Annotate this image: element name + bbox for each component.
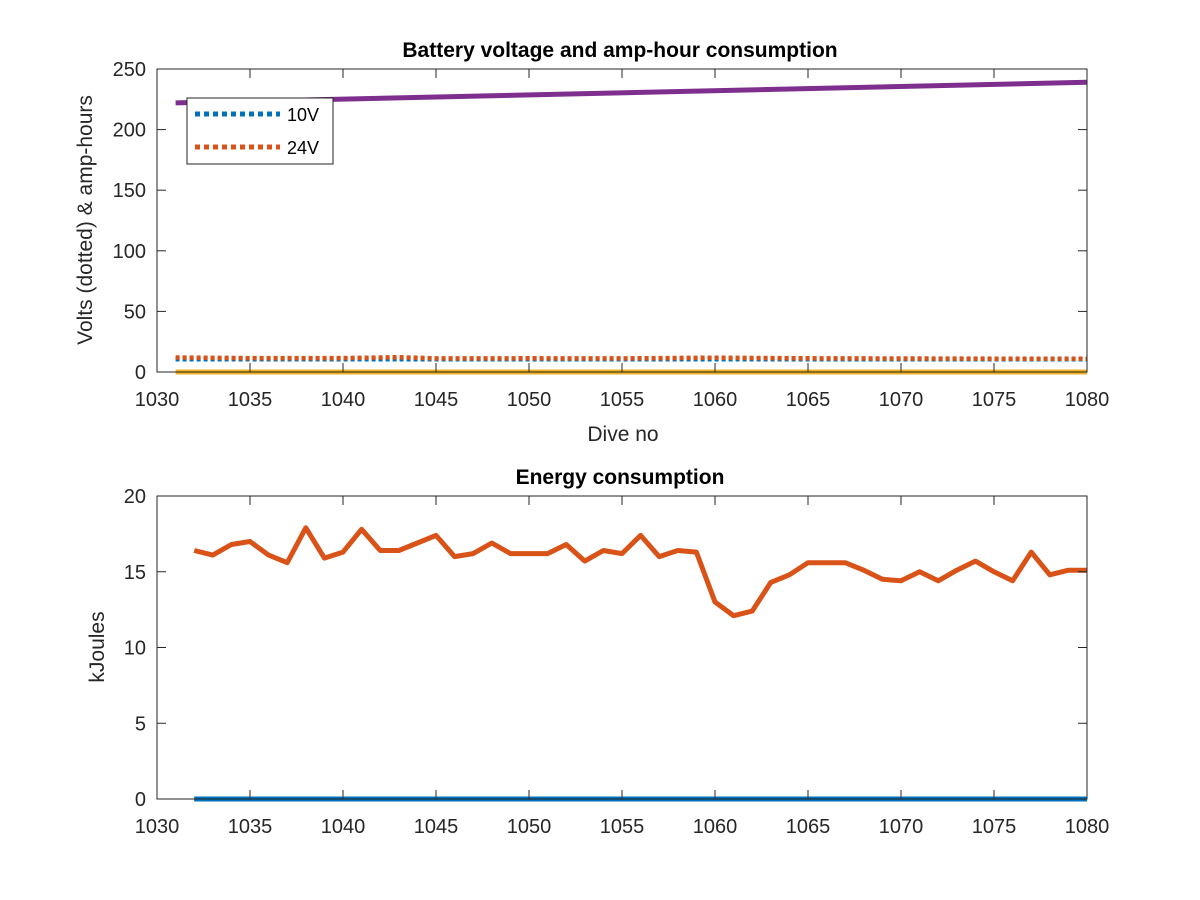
- y-axis-label: kJoules: [86, 611, 109, 682]
- x-tick-label: 1070: [879, 816, 924, 838]
- y-axis-label: Volts (dotted) & amp-hours: [74, 95, 97, 345]
- x-tick-label: 1060: [693, 816, 738, 838]
- axes-box: [156, 495, 1088, 800]
- x-tick-label: 1045: [414, 389, 459, 411]
- legend-box: [186, 97, 334, 165]
- chart-title: Energy consumption: [516, 466, 725, 489]
- x-tick-label: 1045: [414, 816, 459, 838]
- y-tick-label: 50: [124, 301, 146, 323]
- x-tick-label: 1040: [321, 816, 366, 838]
- ticks-layer: 1030 1035 1040 1045 1050 1055 1060 1065 1070 1075…: [113, 59, 1110, 411]
- x-tick-label: 1050: [507, 816, 552, 838]
- x-tick-label: 1065: [786, 816, 831, 838]
- y-tick-label: 15: [124, 562, 146, 584]
- legend-label-10v: 10V: [287, 105, 319, 125]
- series-line-24v: [175, 354, 1088, 362]
- x-tick-label: 1075: [972, 389, 1017, 411]
- legend-label-24v: 24V: [287, 138, 319, 158]
- x-tick-label: 1035: [228, 389, 273, 411]
- chart-battery-voltage: Battery voltage and amp-hour consumption…: [74, 39, 1109, 446]
- y-tick-label: 100: [113, 241, 146, 263]
- x-tick-label: 1050: [507, 389, 552, 411]
- y-tick-label: 5: [135, 713, 146, 735]
- axes-box: [156, 68, 1088, 373]
- y-tick-label: 10: [124, 638, 146, 660]
- x-tick-label: 1060: [693, 389, 738, 411]
- y-tick-label: 250: [113, 59, 146, 81]
- x-tick-label: 1030: [135, 816, 180, 838]
- x-tick-label: 1035: [228, 816, 273, 838]
- x-tick-label: 1055: [600, 816, 645, 838]
- y-tick-label: 0: [135, 362, 146, 384]
- x-axis-label: Dive no: [587, 423, 658, 446]
- x-tick-label: 1065: [786, 389, 831, 411]
- ticks-layer: 1030 1035 1040 1045 1050 1055 1060 1065 1070 1075…: [124, 486, 1110, 838]
- x-tick-label: 1030: [135, 389, 180, 411]
- x-tick-label: 1080: [1065, 389, 1110, 411]
- y-tick-label: 20: [124, 486, 146, 508]
- y-tick-label: 150: [113, 180, 146, 202]
- chart-energy-consumption: Energy consumption kJoules 1030 1035 1040 1…: [86, 466, 1109, 838]
- x-tick-label: 1070: [879, 389, 924, 411]
- x-tick-label: 1075: [972, 816, 1017, 838]
- x-tick-label: 1040: [321, 389, 366, 411]
- y-tick-label: 0: [135, 789, 146, 811]
- y-tick-label: 200: [113, 120, 146, 142]
- legend: 10V 24V: [186, 97, 334, 165]
- series-line-1: [193, 525, 1087, 619]
- x-tick-label: 1055: [600, 389, 645, 411]
- chart-title: Battery voltage and amp-hour consumption: [402, 39, 837, 62]
- x-tick-label: 1080: [1065, 816, 1110, 838]
